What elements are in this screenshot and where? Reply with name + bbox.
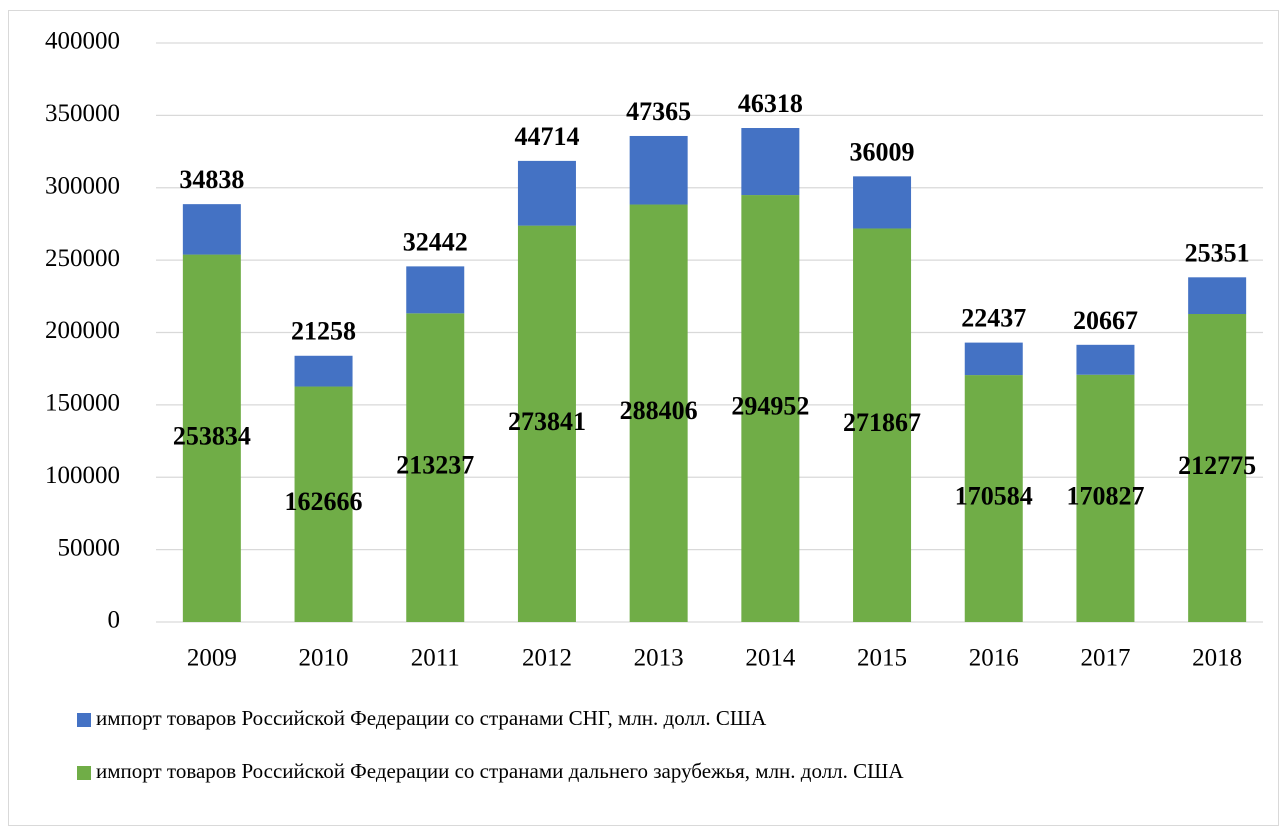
bar-segment: [964, 342, 1023, 376]
y-tick-label: 50000: [58, 534, 121, 561]
legend-label: импорт товаров Российской Федерации со с…: [96, 759, 904, 783]
data-label: 212775: [1178, 451, 1256, 480]
y-tick-label: 400000: [45, 28, 120, 55]
bar-segment: [406, 313, 465, 622]
bar-segment: [629, 204, 688, 622]
data-label: 288406: [620, 396, 698, 425]
data-label: 34838: [179, 165, 244, 194]
x-tick-label: 2016: [969, 645, 1019, 672]
data-label: 22437: [961, 304, 1026, 333]
legend-label: импорт товаров Российской Федерации со с…: [96, 706, 767, 730]
bar-segment: [517, 225, 576, 622]
legend-swatch: [77, 766, 91, 780]
data-label: 294952: [731, 391, 809, 420]
data-label: 170584: [955, 482, 1033, 511]
data-label: 20667: [1073, 306, 1138, 335]
y-tick-label: 150000: [45, 390, 120, 417]
data-label: 213237: [396, 451, 474, 480]
data-label: 162666: [285, 487, 363, 516]
bar-segment: [1076, 344, 1135, 375]
bar-segment: [1076, 374, 1135, 622]
y-tick-label: 0: [108, 607, 121, 634]
x-tick-label: 2010: [299, 645, 349, 672]
data-label: 32442: [403, 227, 468, 256]
y-tick-label: 200000: [45, 317, 120, 344]
data-label: 271867: [843, 408, 921, 437]
bar-segment: [964, 375, 1023, 622]
bar-segment: [182, 254, 241, 622]
x-tick-label: 2011: [411, 645, 460, 672]
data-label: 25351: [1185, 238, 1250, 267]
x-tick-label: 2012: [522, 645, 572, 672]
bar-segment: [629, 135, 688, 205]
x-tick-label: 2009: [187, 645, 237, 672]
x-tick-label: 2015: [857, 645, 907, 672]
bar-segment: [853, 176, 912, 229]
bar-segment: [517, 160, 576, 226]
data-label: 170827: [1066, 481, 1144, 510]
bar-segment: [741, 195, 800, 622]
bar-segment: [1188, 314, 1247, 622]
data-label: 273841: [508, 407, 586, 436]
bar-segment: [182, 204, 241, 255]
bar-segment: [406, 266, 465, 314]
bar-segment: [853, 228, 912, 622]
y-tick-label: 250000: [45, 245, 120, 272]
x-tick-label: 2014: [745, 645, 796, 672]
data-label: 44714: [514, 122, 579, 151]
legend-swatch: [77, 713, 91, 727]
x-tick-label: 2017: [1080, 645, 1130, 672]
data-label: 253834: [173, 421, 251, 450]
y-tick-label: 100000: [45, 462, 120, 489]
data-label: 46318: [738, 89, 803, 118]
bar-segment: [1188, 277, 1247, 315]
bar-segment: [294, 386, 353, 622]
data-label: 21258: [291, 317, 356, 346]
bar-segment: [741, 128, 800, 196]
data-label: 36009: [850, 137, 915, 166]
x-tick-label: 2013: [634, 645, 684, 672]
y-tick-label: 350000: [45, 100, 120, 127]
data-label: 47365: [626, 97, 691, 126]
x-tick-label: 2018: [1192, 645, 1242, 672]
bar-segment: [294, 355, 353, 387]
y-tick-label: 300000: [45, 172, 120, 199]
